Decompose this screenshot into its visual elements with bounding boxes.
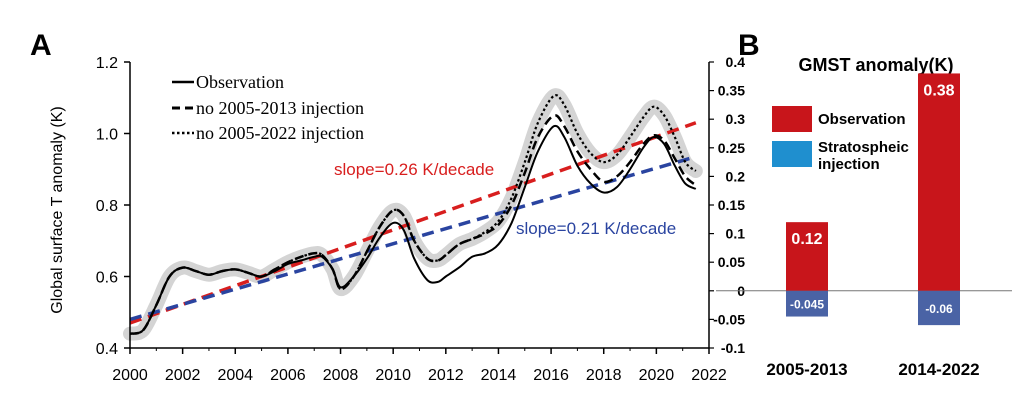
- bar-value-label: 0.38: [923, 82, 954, 99]
- bar-injection-2: [918, 290, 960, 326]
- bar-value-label: -0.06: [925, 302, 953, 316]
- legend-a: Observation no 2005-2013 injection no 20…: [172, 72, 364, 143]
- x-tick-label: 2008: [323, 367, 359, 384]
- x-tick-label: 2002: [165, 367, 201, 384]
- right-tick-label: 0.1: [726, 226, 746, 242]
- slope-annotation-red: slope=0.26 K/decade: [334, 160, 494, 179]
- y-tick-label: 0.4: [96, 341, 118, 358]
- legend-swatch-injection: [772, 141, 812, 167]
- bar-value-label: -0.045: [790, 298, 824, 312]
- axes-group: 0.4 0.6 0.8 1.0 1.2 2000 2002 2004 2006 2008 2010 2…: [96, 54, 745, 384]
- y-axis-label: Global surface T anomaly (K): [49, 106, 66, 314]
- right-tick-label: 0.4: [726, 54, 746, 70]
- panel-a-line-chart: 0.4 0.6 0.8 1.0 1.2 2000 2002 2004 2006 2008 2010 2…: [49, 54, 745, 384]
- y-tick-label: 0.8: [96, 198, 118, 215]
- right-tick-label: 0.3: [726, 111, 746, 127]
- y-tick-label: 1.0: [96, 127, 118, 144]
- panel-label-a: A: [30, 29, 52, 62]
- legend-b: Observation Stratospheic injection: [772, 106, 909, 173]
- x-tick-label: 2018: [586, 367, 622, 384]
- right-tick-label: 0.2: [726, 168, 746, 184]
- category-labels-group: 2005-2013 2014-2022: [766, 360, 979, 379]
- right-tick-label: 0.15: [718, 197, 745, 213]
- legend-swatch-observation: [772, 106, 812, 132]
- bar-observation-2: [918, 73, 960, 291]
- legend-label-no-2005-2013: no 2005-2013 injection: [196, 98, 364, 118]
- series-line-dotted: [129, 94, 697, 335]
- right-tick-label: 0.35: [718, 83, 745, 99]
- legend-b-label-injection-line2: injection: [818, 156, 880, 173]
- right-tick-label: -0.05: [713, 311, 745, 327]
- right-tick-label: -0.1: [721, 340, 745, 356]
- panel-label-b: B: [738, 29, 760, 62]
- x-tick-label: 2004: [217, 367, 253, 384]
- panel-b-title: GMST anomaly(K): [798, 55, 953, 75]
- x-tick-label: 2022: [691, 367, 727, 384]
- trend-line-red: [129, 121, 697, 325]
- x-tick-label: 2014: [481, 367, 517, 384]
- x-tick-label: 2000: [112, 367, 148, 384]
- slope-annotation-blue: slope=0.21 K/decade: [516, 219, 676, 238]
- x-tick-label: 2016: [533, 367, 569, 384]
- bars-group: 0.12 -0.045 0.38 -0.06: [716, 73, 1012, 326]
- bar-value-label: 0.12: [791, 231, 822, 248]
- x-tick-label: 2010: [375, 367, 411, 384]
- right-tick-label: 0.05: [718, 254, 745, 270]
- legend-label-no-2005-2022: no 2005-2022 injection: [196, 123, 364, 143]
- right-tick-label: 0.25: [718, 140, 745, 156]
- bar-observation-1: [786, 222, 828, 291]
- x-tick-label: 2006: [270, 367, 306, 384]
- y-tick-label: 0.6: [96, 270, 118, 287]
- legend-b-label-injection-line1: Stratospheic: [818, 139, 909, 156]
- category-label: 2005-2013: [766, 360, 847, 379]
- panel-b-bar-chart: GMST anomaly(K) 0.12 -0.045 0.38 -0.06 Obse…: [716, 55, 1012, 379]
- legend-b-label-observation: Observation: [818, 111, 906, 128]
- bar-injection-1: [786, 290, 828, 317]
- x-tick-label: 2012: [428, 367, 464, 384]
- series-lines-group: [129, 94, 697, 335]
- legend-label-observation: Observation: [196, 72, 284, 92]
- x-tick-label: 2020: [639, 367, 675, 384]
- y-tick-label: 1.2: [96, 55, 118, 72]
- category-label: 2014-2022: [898, 360, 979, 379]
